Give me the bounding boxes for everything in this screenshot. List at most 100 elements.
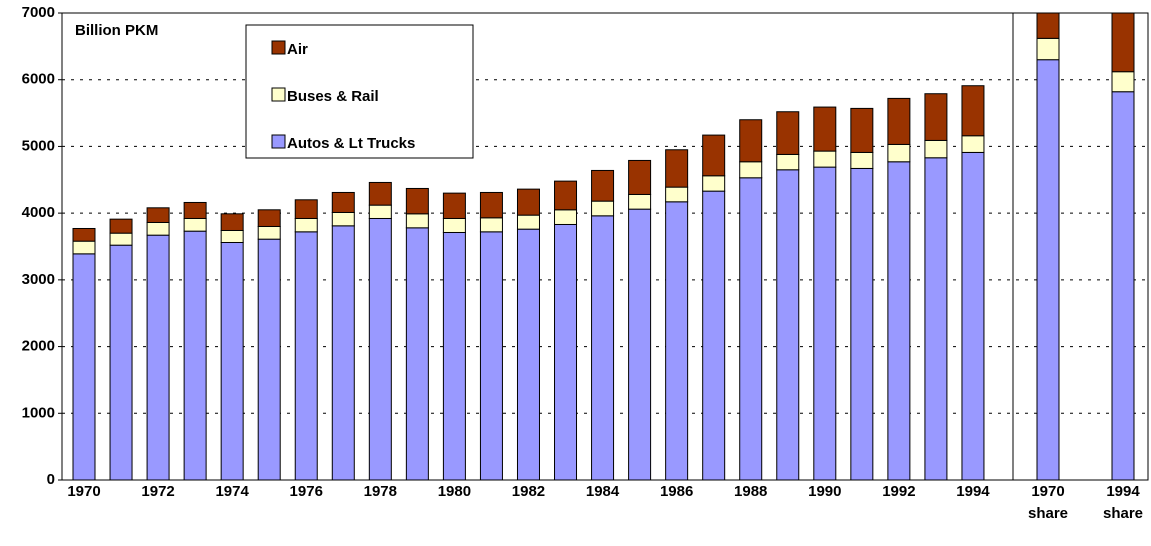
x-tick-label: 1976 [289,483,323,500]
bar-segment [591,215,615,481]
bar-segment [183,230,207,481]
bar-segment [146,234,170,481]
bar-segment [516,188,540,216]
bar-segment [850,107,874,153]
bar-segment [961,135,985,153]
bar-segment [109,218,133,234]
bar-segment [813,106,837,152]
x-tick-label: 1978 [363,483,397,500]
x-tick-label: 1990 [808,483,842,500]
bar-segment [72,240,96,255]
x-tick-label: 1988 [734,483,768,500]
legend-swatch [271,134,286,149]
bar-segment [961,85,985,137]
x-tick-label: 1986 [659,483,694,500]
bar-segment [628,208,652,481]
bar-segment [924,157,948,481]
x-tick-label: 1970 share [1027,483,1069,522]
bar-segment [146,207,170,223]
bar-segment [516,214,540,230]
bar-segment [924,93,948,141]
bar-segment [776,111,800,155]
bar-segment [924,139,948,159]
bar-segment [220,229,244,243]
bar-segment [72,227,96,242]
bar-segment [591,200,615,217]
bar-segment [516,228,540,481]
y-tick-label: 1000 [22,404,55,421]
bar-segment [331,191,355,213]
bar-segment [702,190,726,481]
bar-segment [405,187,429,215]
bar-segment [183,201,207,219]
bar-segment [479,191,503,219]
x-tick-label: 1992 [882,483,916,500]
x-tick-label: 1972 [141,483,175,500]
y-tick-label: 3000 [22,271,55,288]
x-tick-label: 1982 [511,483,546,500]
bar-segment [887,161,911,481]
bar-segment [813,150,837,168]
bar-segment [776,169,800,481]
x-tick-label: 1984 [585,483,620,500]
bar-segment [294,231,318,481]
bar-segment [294,217,318,233]
x-tick-label: 1994 [956,483,990,500]
bar-segment [554,223,578,481]
bar-segment [331,211,355,227]
y-tick-label: 7000 [22,4,55,21]
bar-segment [257,238,281,481]
chart-title: Billion PKM [75,22,158,39]
bar-segment [442,231,466,481]
bar-segment [368,204,392,219]
bar-segment [109,232,133,246]
bar-segment [665,149,689,188]
bar-segment [702,134,726,177]
x-tick-label: 1994 share [1102,483,1144,522]
bar-segment [776,153,800,171]
legend-swatch [271,87,286,102]
y-tick-label: 5000 [22,137,55,154]
bar-segment [331,225,355,481]
y-tick-label: 6000 [22,71,55,88]
bar-segment [220,241,244,481]
bar-segment [183,217,207,232]
bar-segment [1036,59,1060,481]
bar-segment [887,143,911,163]
bar-segment [146,221,170,236]
bar-segment [702,175,726,192]
bar-segment [628,193,652,210]
bar-segment [739,119,763,163]
bar-segment [479,231,503,481]
bar-segment [813,166,837,481]
x-tick-label: 1970 [67,483,101,500]
x-tick-label: 1980 [437,483,472,500]
bar-segment [850,151,874,169]
bar-segment [887,97,911,145]
bar-segment [1036,12,1060,39]
bar-segment [554,180,578,211]
bar-segment [368,217,392,481]
x-tick-label: 1974 [215,483,249,500]
y-tick-label: 4000 [22,204,55,221]
legend-label: Air [287,41,308,58]
bar-segment [442,192,466,219]
bar-segment [220,213,244,231]
bar-segment [1111,71,1135,93]
y-tick-label: 2000 [22,338,55,355]
bar-segment [591,169,615,202]
bar-segment [628,159,652,195]
bar-segment [554,209,578,225]
bar-segment [1111,91,1135,481]
bar-segment [1036,37,1060,61]
bar-segment [405,213,429,229]
bar-segment [665,201,689,481]
legend-swatch [271,40,286,55]
y-tick-label: 0 [47,471,55,488]
bar-segment [961,151,985,481]
bar-segment [257,225,281,240]
bar-segment [109,244,133,481]
bar-segment [739,161,763,179]
